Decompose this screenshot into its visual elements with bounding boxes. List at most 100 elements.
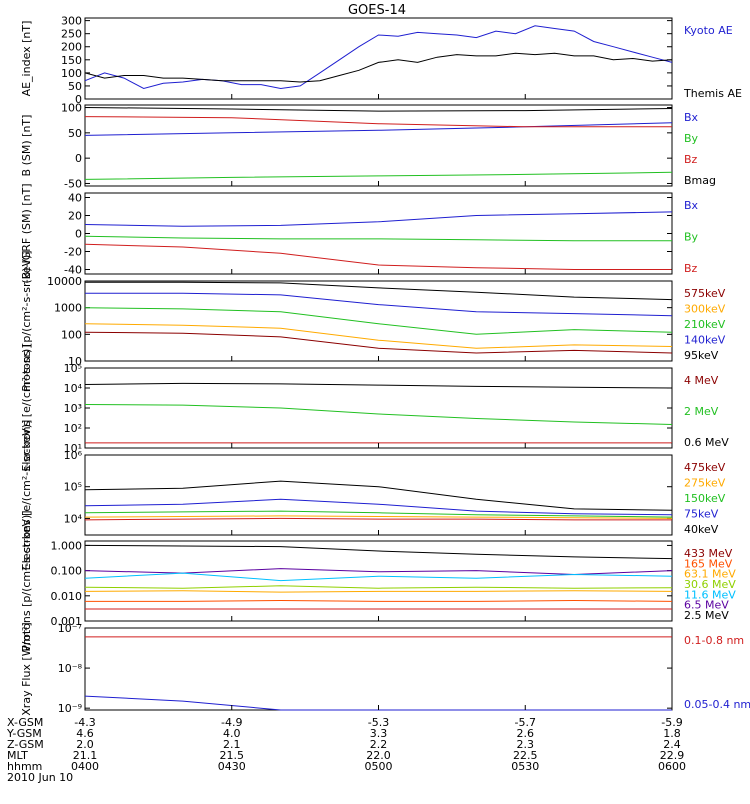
panel-6: 10⁶ 10⁵ 10⁴ Electrons [e/(cm²-s-sr-keV)] 475…: [20, 420, 726, 571]
y-tick-label: 10⁵: [64, 362, 82, 375]
series-line-1: [84, 480, 673, 511]
panel-frame: [84, 454, 673, 536]
legend-entry: 475keV: [684, 461, 726, 474]
panel-8: 10⁻⁷ 10⁻⁸ 10⁻⁹ Xray Flux [W/m²] 0.1-0.8 nm 0.…: [20, 622, 750, 716]
legend-entry: 0.05-0.4 nm: [684, 698, 750, 711]
series-line-3: [84, 116, 672, 128]
y-tick-label: 0: [75, 93, 82, 106]
legend-entry: 4 MeV: [684, 374, 719, 387]
y-tick-label: 10⁻⁸: [58, 662, 83, 675]
series-line-2: [84, 235, 672, 242]
legend-entry: 63.1 MeV: [684, 568, 736, 581]
panel-5: 10⁵ 10⁴ 10³ 10² 10¹ Electrons [e/(cm²-s-sr)] 4…: [20, 344, 729, 471]
y-tick-label: 250: [61, 28, 82, 41]
plot-title: GOES-14: [348, 3, 406, 18]
series-line-5: [84, 517, 672, 521]
legend-entry: 575keV: [684, 287, 726, 300]
series-line-5: [84, 331, 673, 354]
series-line-3: [84, 307, 673, 335]
x-axis-value: 22.9: [660, 749, 685, 762]
x-axis-value: 3.3: [370, 727, 388, 740]
x-axis-row-label: Y-GSM: [6, 727, 42, 740]
y-tick-label: 10⁴: [64, 382, 83, 395]
series-line-2: [84, 52, 673, 83]
panel-4: 10000 1000 100 10 Protons [p/(cm²-s-sr-keV)]…: [20, 250, 726, 391]
x-axis-value: -5.7: [515, 716, 536, 729]
legend-entry: Bz: [684, 262, 698, 275]
x-axis-row-label: hhmm: [7, 760, 42, 773]
y-axis-label: Electrons [e/(cm²-s-sr-keV)]: [20, 420, 33, 571]
legend-entry: 140keV: [684, 334, 726, 347]
legend-entry: 30.6 MeV: [684, 578, 736, 591]
series-line-3: [84, 572, 673, 582]
legend-entry: 11.6 MeV: [684, 588, 736, 601]
legend-entry: 95keV: [684, 349, 719, 362]
legend-entry: Kyoto AE: [684, 24, 733, 37]
y-tick-label: 10⁻⁹: [58, 702, 82, 715]
panel-2: 100 50 0 -50 B (SM) [nT] Bx By Bz Bmag: [20, 102, 716, 191]
x-axis-value: 0500: [365, 760, 393, 773]
x-axis-value: 0430: [218, 760, 246, 773]
legend-entry: 165 MeV: [684, 557, 733, 570]
x-axis-value: 22.0: [366, 749, 391, 762]
legend-entry: Bmag: [684, 174, 716, 187]
series-line-2: [84, 171, 673, 180]
y-tick-label: 10²: [64, 422, 82, 435]
x-axis-value: 4.0: [223, 727, 241, 740]
y-tick-label: 10⁵: [64, 481, 82, 494]
legend-entry: 6.5 MeV: [684, 599, 729, 612]
y-tick-label: 200: [61, 41, 82, 54]
y-tick-label: 10¹: [64, 442, 82, 455]
x-axis-value: 22.5: [513, 749, 538, 762]
series-line-3: [84, 243, 672, 270]
legend-entry: 2.5 MeV: [684, 609, 729, 622]
x-axis-value: -5.3: [368, 716, 389, 729]
series-line-4: [84, 585, 673, 589]
series-line-1: [84, 382, 673, 389]
y-tick-label: -40: [64, 264, 82, 277]
series-line-2: [85, 292, 673, 317]
y-axis-label: Protons [p/(cm²-s-sr-keV)]: [20, 250, 33, 391]
y-tick-label: -50: [64, 177, 82, 190]
series-line-4: [84, 515, 673, 519]
legend-entry: 275keV: [684, 477, 726, 490]
y-tick-label: 10⁻⁷: [58, 622, 82, 635]
y-tick-label: 100: [61, 102, 82, 115]
legend-entry: By: [684, 132, 699, 145]
y-tick-label: 0.010: [51, 590, 83, 603]
legend-entry: 150keV: [684, 492, 726, 505]
y-axis-label: Protons [p/(cm²-s-sr-keV)]: [20, 510, 33, 651]
series-line-6: [85, 599, 673, 602]
y-tick-label: 20: [68, 210, 82, 223]
legend-entry: 300keV: [684, 303, 726, 316]
legend-entry: 0.6 MeV: [684, 436, 729, 449]
series-line-5: [84, 590, 673, 593]
x-axis-value: 2.2: [370, 738, 388, 751]
x-axis-value: 2.4: [663, 738, 681, 751]
legend-entry: Bz: [684, 153, 698, 166]
y-tick-label: 10³: [64, 402, 82, 415]
legend-entry: By: [684, 231, 699, 244]
legend-entry: 0.1-0.8 nm: [684, 634, 744, 647]
y-axis-label: Xray Flux [W/m²]: [20, 622, 33, 715]
series-line-1: [84, 122, 673, 136]
x-axis-value: 2.3: [517, 738, 535, 751]
x-axis-date: 2010 Jun 10: [7, 771, 73, 784]
series-line-1: [84, 211, 673, 227]
x-axis-value: -4.3: [74, 716, 95, 729]
x-axis-value: 0400: [71, 760, 99, 773]
legend-entry: 210keV: [684, 318, 726, 331]
series-line-4: [84, 323, 673, 349]
x-axis-value: 2.0: [76, 738, 94, 751]
legend-entry: Bx: [684, 111, 699, 124]
x-axis-value: 21.1: [73, 749, 98, 762]
y-tick-label: 1000: [54, 302, 82, 315]
legend-entry: 2 MeV: [684, 405, 719, 418]
legend-entry: 75keV: [684, 508, 719, 521]
y-tick-label: 0.001: [51, 615, 83, 628]
y-tick-label: 40: [68, 192, 82, 205]
y-tick-label: 10: [68, 355, 82, 368]
series-line-1: [84, 25, 673, 90]
